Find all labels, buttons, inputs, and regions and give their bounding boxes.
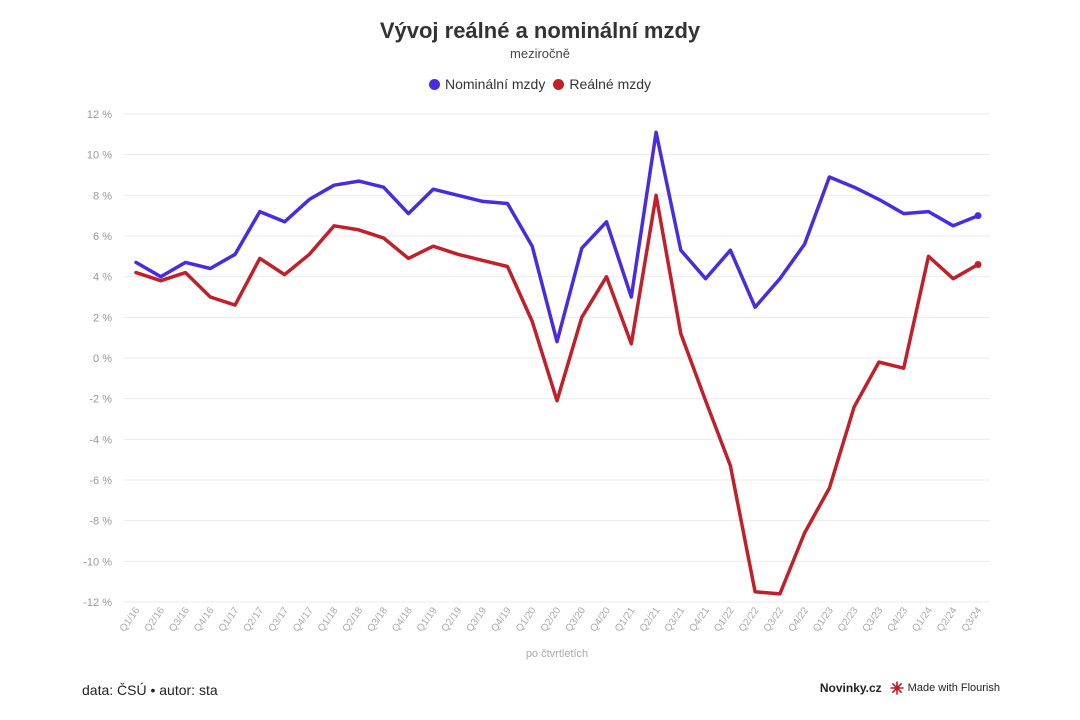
x-tick-label: Q1/22 [712,605,737,634]
x-tick-label: Q4/20 [588,605,613,634]
x-tick-label: Q1/17 [217,605,242,634]
x-tick-label: Q1/24 [910,605,935,634]
y-tick-label: -4 % [89,434,112,446]
brand-label[interactable]: Novinky.cz [819,681,882,695]
x-tick-label: Q2/19 [440,605,465,634]
x-tick-label: Q1/19 [415,605,440,634]
x-tick-label: Q1/16 [118,605,143,634]
x-tick-label: Q4/21 [687,605,712,634]
x-tick-label: Q2/20 [539,605,564,634]
y-tick-label: 12 % [87,109,112,121]
x-tick-label: Q4/22 [786,605,811,634]
x-tick-label: Q2/18 [341,605,366,634]
legend-dot-nominal [428,78,440,90]
footer-brand: Novinky.cz Made with Flourish [820,681,1000,695]
x-tick-label: Q4/16 [192,605,217,634]
x-tick-label: Q3/17 [266,605,291,634]
flourish-label: Made with Flourish [907,682,1000,694]
x-tick-label: Q2/16 [143,605,168,634]
legend-item-nominal[interactable]: Nominální mzdy [428,76,546,92]
y-tick-label: 8 % [93,190,112,202]
x-tick-label: Q2/21 [638,605,663,634]
x-tick-label: Q2/24 [935,605,960,634]
series-line-nominal[interactable] [134,130,980,344]
y-axis: 12 % 10 % 8 % 6 % 4 % 2 % 0 % -2 % -4 % -6 % -8 % -… [83,109,112,609]
y-tick-label: 6 % [93,231,112,243]
legend: Nominální mzdy Reálné mzdy [0,76,1080,92]
chart-title: Vývoj reálné a nominální mzdy [379,18,701,43]
x-tick-label: Q4/18 [390,605,415,634]
y-tick-label: 2 % [93,312,112,324]
x-tick-label: Q1/23 [811,605,836,634]
x-tick-label: Q4/23 [886,605,911,634]
y-tick-label: -8 % [89,516,112,528]
legend-item-real[interactable]: Reálné mzdy [553,76,651,92]
x-tick-label: Q1/20 [514,605,539,634]
x-tick-label: Q3/18 [365,605,390,634]
gridlines [124,113,990,603]
y-tick-label: 4 % [93,272,112,284]
x-tick-label: Q2/22 [737,605,762,634]
y-tick-label: -12 % [83,597,112,609]
x-tick-label: Q4/19 [489,605,514,634]
x-tick-label: Q1/21 [613,605,638,634]
series-line-real[interactable] [134,193,980,596]
x-axis: Q1/16 Q2/16 Q3/16 Q4/16 Q1/17 Q2/17 Q3/17 Q4/17… [118,605,985,634]
x-tick-label: Q3/21 [663,605,688,634]
series-lines [134,130,982,596]
y-tick-label: -6 % [89,475,112,487]
legend-label-real: Reálné mzdy [569,76,652,92]
source-note: data: ČSÚ • autor: sta [82,682,218,698]
legend-label-nominal: Nominální mzdy [444,76,546,92]
x-tick-label: Q3/23 [861,605,886,634]
flourish-credit[interactable]: Made with Flourish [889,681,1000,695]
chart-subtitle: meziročně [510,46,570,61]
x-tick-label: Q1/18 [316,605,341,634]
x-tick-label: Q3/24 [960,605,985,634]
x-tick-label: Q3/22 [762,605,787,634]
x-tick-label: Q3/20 [564,605,589,634]
y-tick-label: 0 % [93,353,112,365]
series-end-point[interactable] [974,260,982,268]
y-tick-label: -2 % [89,394,112,406]
x-tick-label: Q2/17 [242,605,267,634]
x-tick-label: Q3/19 [465,605,490,634]
x-axis-label: po čtvrtletích [526,648,588,660]
legend-dot-real [553,78,565,90]
x-tick-label: Q3/16 [167,605,192,634]
y-tick-label: 10 % [87,150,112,162]
y-tick-label: -10 % [83,556,112,568]
x-tick-label: Q2/23 [836,605,861,634]
x-tick-label: Q4/17 [291,605,316,634]
series-end-point[interactable] [974,212,982,220]
flourish-logo-icon [889,681,904,695]
